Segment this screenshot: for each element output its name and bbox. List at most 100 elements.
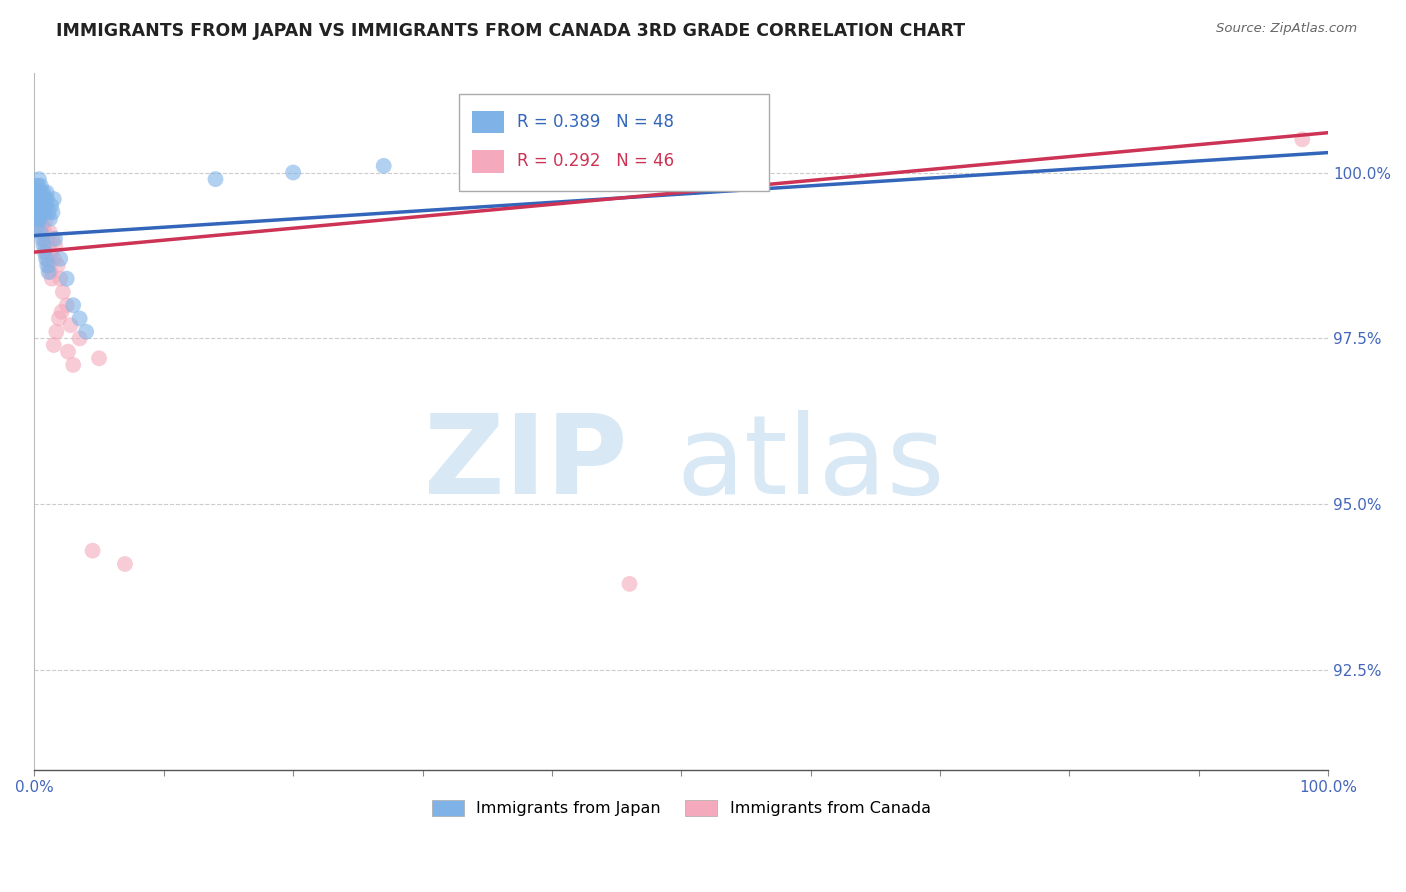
Point [48, 311, 70, 326]
Point [69, 331, 91, 345]
Point [27, 199, 49, 213]
Point [38, 238, 60, 252]
Point [204, 172, 226, 186]
Point [25, 219, 48, 233]
Point [31, 232, 53, 246]
Point [30, 192, 52, 206]
Point [24, 199, 46, 213]
Point [1291, 132, 1313, 146]
Point [55, 298, 77, 312]
Point [28, 211, 51, 226]
Point [619, 577, 641, 591]
Point [37, 252, 59, 266]
Point [41, 205, 63, 219]
Point [28, 172, 51, 186]
Point [27, 205, 49, 219]
Text: ZIP: ZIP [425, 409, 627, 516]
Point [28, 205, 51, 219]
Point [37, 192, 59, 206]
Point [35, 211, 58, 226]
Point [38, 205, 60, 219]
FancyBboxPatch shape [471, 151, 503, 173]
Text: R = 0.292   N = 46: R = 0.292 N = 46 [517, 153, 673, 170]
Point [45, 325, 67, 339]
Point [32, 238, 55, 252]
Point [30, 178, 52, 193]
Point [42, 252, 65, 266]
Point [35, 245, 58, 260]
Legend: Immigrants from Japan, Immigrants from Canada: Immigrants from Japan, Immigrants from C… [423, 792, 939, 824]
Point [35, 186, 58, 200]
Point [39, 199, 62, 213]
Point [49, 252, 72, 266]
Point [28, 211, 51, 226]
Point [32, 186, 55, 200]
Point [46, 259, 69, 273]
Text: R = 0.389   N = 48: R = 0.389 N = 48 [517, 112, 673, 131]
Point [35, 199, 58, 213]
Point [39, 265, 62, 279]
Point [31, 186, 53, 200]
Point [35, 252, 58, 266]
Point [373, 159, 395, 173]
Point [55, 271, 77, 285]
Point [44, 232, 66, 246]
Point [281, 165, 304, 179]
Point [34, 205, 56, 219]
Point [24, 211, 46, 226]
Point [25, 192, 48, 206]
Point [87, 351, 110, 366]
Point [75, 325, 97, 339]
Point [38, 211, 60, 226]
Point [38, 265, 60, 279]
Point [25, 205, 48, 219]
Point [32, 205, 55, 219]
Point [592, 145, 614, 160]
Point [51, 305, 73, 319]
Point [56, 344, 79, 359]
Point [38, 259, 60, 273]
Point [31, 225, 53, 239]
Point [31, 219, 53, 233]
Point [32, 232, 55, 246]
Point [31, 199, 53, 213]
FancyBboxPatch shape [471, 111, 503, 133]
Point [41, 232, 63, 246]
Point [30, 225, 52, 239]
Point [34, 245, 56, 260]
Point [28, 211, 51, 226]
Point [31, 219, 53, 233]
Point [30, 211, 52, 226]
Point [25, 192, 48, 206]
Point [62, 298, 84, 312]
Point [31, 192, 53, 206]
Point [25, 199, 48, 213]
Point [59, 318, 82, 332]
Point [42, 192, 65, 206]
Point [38, 225, 60, 239]
Point [27, 186, 49, 200]
Text: atlas: atlas [676, 409, 945, 516]
Point [27, 205, 49, 219]
Point [24, 186, 46, 200]
Point [44, 238, 66, 252]
FancyBboxPatch shape [458, 94, 769, 192]
Point [114, 557, 136, 571]
Point [49, 271, 72, 285]
Text: Source: ZipAtlas.com: Source: ZipAtlas.com [1216, 22, 1357, 36]
Point [30, 199, 52, 213]
Point [27, 192, 49, 206]
Point [69, 311, 91, 326]
Text: IMMIGRANTS FROM JAPAN VS IMMIGRANTS FROM CANADA 3RD GRADE CORRELATION CHART: IMMIGRANTS FROM JAPAN VS IMMIGRANTS FROM… [56, 22, 966, 40]
Point [34, 225, 56, 239]
Point [27, 178, 49, 193]
Point [34, 238, 56, 252]
Point [37, 232, 59, 246]
Point [28, 186, 51, 200]
Point [39, 245, 62, 260]
Point [82, 543, 104, 558]
Point [62, 358, 84, 372]
Point [34, 192, 56, 206]
Point [52, 285, 75, 299]
Point [32, 199, 55, 213]
